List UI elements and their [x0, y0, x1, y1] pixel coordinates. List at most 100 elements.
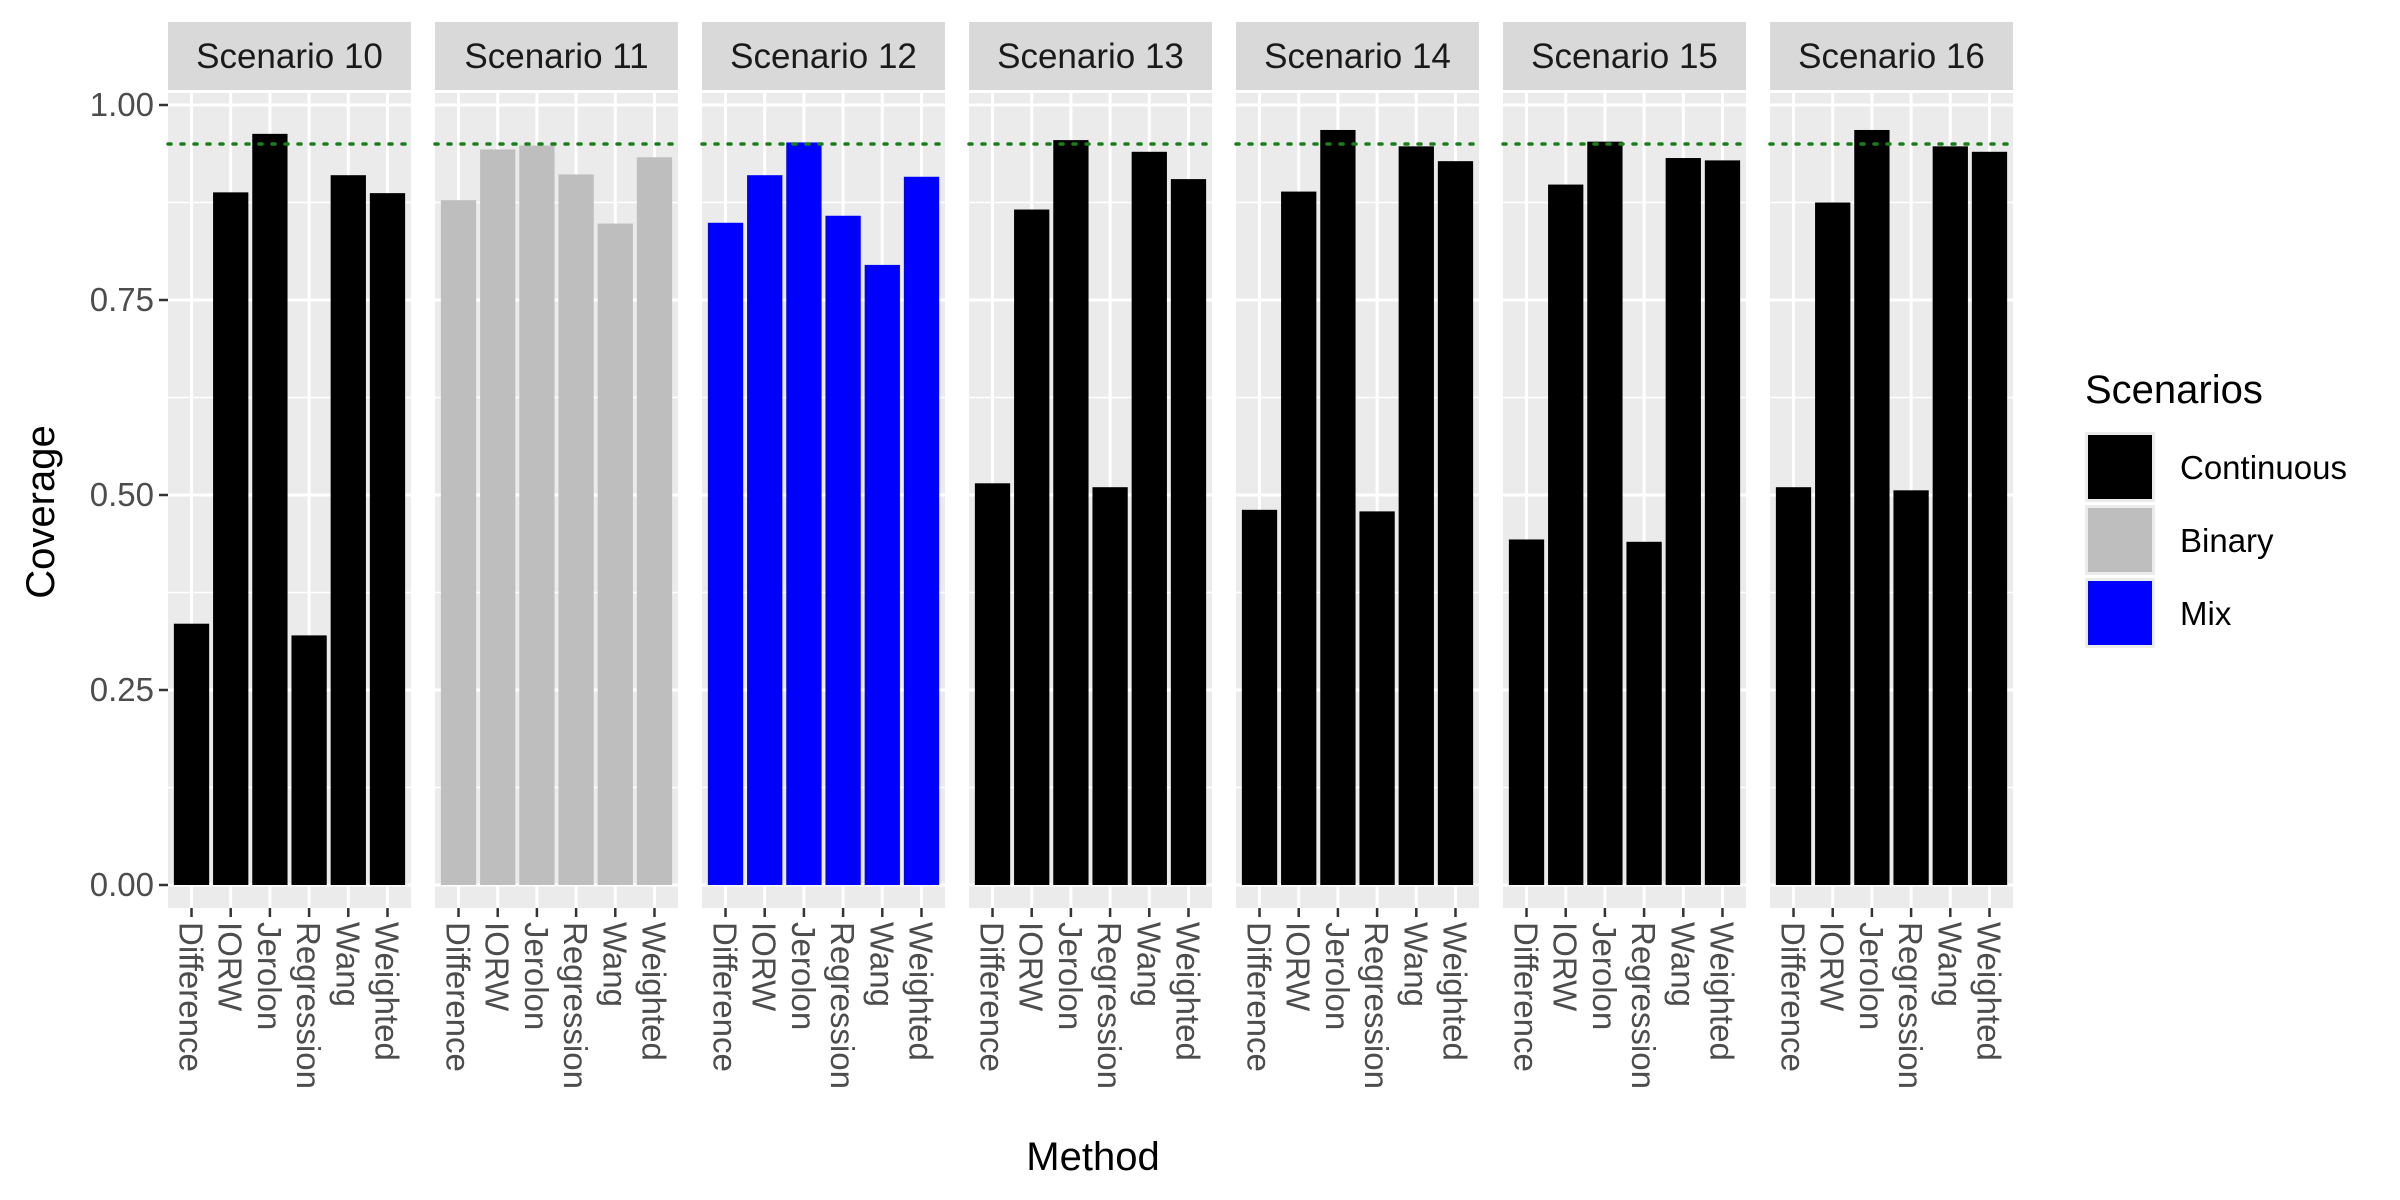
- bar: [1932, 146, 1968, 886]
- x-tick-label: Wang: [863, 922, 900, 1007]
- x-tick-label: Difference: [1508, 922, 1545, 1072]
- x-tick-label: Difference: [1775, 922, 1812, 1072]
- bar: [636, 157, 673, 885]
- bar: [747, 175, 783, 885]
- y-tick-label: 1.00: [90, 86, 154, 123]
- facet-strip: [969, 22, 1212, 90]
- x-tick-label: Wang: [1931, 922, 1968, 1007]
- x-tick-label: IORW: [746, 922, 783, 1012]
- bar: [252, 133, 288, 886]
- facet-panel: Scenario 12 Difference IORW Jerolon Regressi…: [700, 22, 947, 1089]
- x-tick-label: Regression: [290, 922, 327, 1089]
- bar: [1092, 487, 1128, 885]
- x-tick-label: Jerolon: [518, 922, 555, 1030]
- bar: [369, 193, 406, 885]
- x-tick-label: Difference: [974, 922, 1011, 1072]
- x-tick-label: Jerolon: [1319, 922, 1356, 1030]
- legend-label: Continuous: [2180, 449, 2347, 486]
- facet-strip: [1770, 22, 2013, 90]
- bar: [1398, 146, 1434, 886]
- x-tick-label: Regression: [824, 922, 861, 1089]
- y-axis-title: Coverage: [19, 425, 63, 598]
- bar: [1775, 487, 1812, 885]
- bar: [1665, 158, 1701, 886]
- x-tick-label: Jerolon: [1853, 922, 1890, 1030]
- x-tick-label: Weighted: [1970, 922, 2007, 1061]
- bar: [903, 176, 940, 885]
- bar: [1437, 161, 1474, 885]
- bar: [597, 223, 633, 885]
- facet-strip-label: Scenario 14: [1264, 37, 1451, 76]
- bar: [1508, 539, 1545, 885]
- legend-key: [2088, 508, 2152, 572]
- bar: [1014, 209, 1050, 885]
- bar: [558, 174, 594, 886]
- y-tick-label: 0.25: [90, 671, 154, 708]
- y-tick-label: 0.50: [90, 476, 154, 513]
- x-tick-label: Regression: [1091, 922, 1128, 1089]
- bar: [1359, 511, 1395, 885]
- bar: [291, 635, 327, 885]
- legend: Scenarios Continuous Binary Mix: [2085, 368, 2347, 648]
- x-tick-label: IORW: [1547, 922, 1584, 1012]
- x-tick-label: Regression: [1892, 922, 1929, 1089]
- facet-panel: Scenario 13 Difference IORW Jerolon Regressi…: [967, 22, 1214, 1089]
- x-tick-label: Wang: [1664, 922, 1701, 1007]
- bar: [825, 215, 861, 885]
- bar: [213, 192, 249, 886]
- x-tick-label: Weighted: [1169, 922, 1206, 1061]
- bar: [1170, 179, 1207, 886]
- legend-key: [2088, 581, 2152, 645]
- facet-strip-label: Scenario 12: [730, 37, 917, 76]
- x-tick-label: Difference: [173, 922, 210, 1072]
- bar: [1815, 202, 1851, 885]
- bar: [974, 483, 1011, 885]
- bar: [1587, 141, 1623, 885]
- x-tick-label: Regression: [557, 922, 594, 1089]
- bar: [1281, 191, 1317, 885]
- legend-title: Scenarios: [2085, 368, 2263, 412]
- x-tick-label: Weighted: [1436, 922, 1473, 1061]
- bar: [1548, 184, 1584, 885]
- bar: [330, 175, 366, 885]
- x-tick-label: IORW: [1814, 922, 1851, 1012]
- y-tick-label: 0.75: [90, 281, 154, 318]
- facet-strip: [702, 22, 945, 90]
- bar: [519, 145, 555, 885]
- x-tick-label: IORW: [479, 922, 516, 1012]
- x-tick-label: Regression: [1358, 922, 1395, 1089]
- facet-strip-label: Scenario 13: [997, 37, 1184, 76]
- facet-strip: [1236, 22, 1479, 90]
- bar: [1320, 129, 1356, 885]
- bar: [440, 200, 477, 885]
- x-tick-label: Jerolon: [251, 922, 288, 1030]
- legend-label: Mix: [2180, 595, 2232, 632]
- x-tick-label: IORW: [1013, 922, 1050, 1012]
- x-tick-label: IORW: [212, 922, 249, 1012]
- facet-panel: Scenario 10 Difference IORW Jerolon Regressi…: [166, 22, 413, 1089]
- bar: [864, 264, 900, 885]
- x-tick-label: Jerolon: [1586, 922, 1623, 1030]
- x-tick-label: Weighted: [1703, 922, 1740, 1061]
- x-tick-label: Difference: [440, 922, 477, 1072]
- facet-strip: [168, 22, 411, 90]
- facet-panel: Scenario 16 Difference IORW Jerolon Regressi…: [1768, 22, 2015, 1089]
- bar: [1131, 151, 1167, 886]
- facet-strip-label: Scenario 15: [1531, 37, 1718, 76]
- facet-panel: Scenario 15 Difference IORW Jerolon Regressi…: [1501, 22, 1748, 1089]
- y-axis: 0.00 0.25 0.50 0.75 1.00: [90, 86, 168, 903]
- x-tick-label: Weighted: [635, 922, 672, 1061]
- x-axis-title: Method: [1026, 1135, 1159, 1179]
- x-tick-label: Difference: [707, 922, 744, 1072]
- legend-items: Continuous Binary Mix: [2085, 432, 2347, 648]
- x-tick-label: Wang: [1397, 922, 1434, 1007]
- x-tick-label: Jerolon: [1052, 922, 1089, 1030]
- y-tick-label: 0.00: [90, 866, 154, 903]
- bar: [1626, 541, 1662, 885]
- x-tick-label: Wang: [329, 922, 366, 1007]
- x-tick-label: Jerolon: [785, 922, 822, 1030]
- facet-strip: [435, 22, 678, 90]
- bar: [1971, 151, 2008, 886]
- bar: [1893, 490, 1929, 885]
